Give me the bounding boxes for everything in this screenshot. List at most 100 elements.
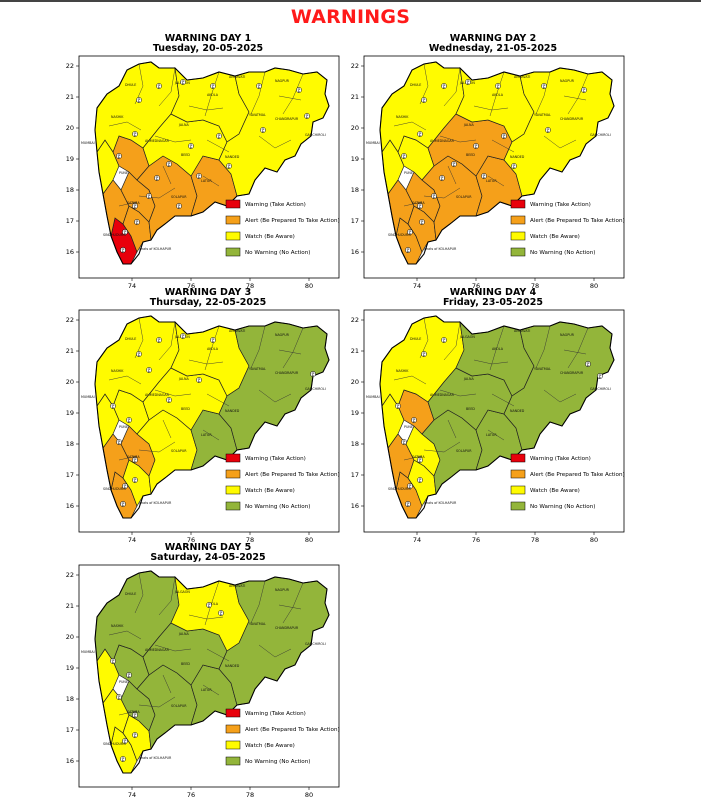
legend-label: No Warning (No Action) (245, 504, 310, 510)
y-tick-label: 18 (351, 186, 359, 194)
legend-label: No Warning (No Action) (245, 250, 310, 256)
district-label: MUMBAI (81, 650, 95, 654)
thunderstorm-icon (304, 113, 310, 119)
thunderstorm-icon (110, 403, 116, 409)
district-label: DHULE (125, 337, 136, 341)
district-label: AMRAVATI (514, 75, 530, 79)
thunderstorm-icon (541, 83, 547, 89)
district-boundary (258, 135, 292, 149)
legend-label: Alert (Be Prepared To Take Action) (245, 727, 340, 733)
y-tick-label: 22 (66, 571, 74, 579)
thunderstorm-icon (116, 694, 122, 700)
legend-swatch-none (225, 247, 241, 257)
thunderstorm-icon (260, 127, 266, 133)
thunderstorm-icon (405, 247, 411, 253)
thunderstorm-icon (439, 175, 445, 181)
district-boundary (134, 572, 144, 614)
thunderstorm-icon (196, 377, 202, 383)
thunderstorm-icon (132, 457, 138, 463)
district-label: AHMEDNAGAR (145, 393, 170, 397)
day-date: Thursday, 22-05-2025 (149, 297, 267, 308)
district-boundary (162, 165, 172, 185)
district-label: NANDED (510, 409, 525, 413)
district-boundary (535, 325, 551, 369)
thunderstorm-icon (196, 173, 202, 179)
y-tick-label: 20 (66, 378, 74, 386)
district-boundary (282, 327, 304, 369)
thunderstorm-icon (407, 229, 413, 235)
district-boundary (188, 614, 224, 620)
thunderstorm-icon (395, 403, 401, 409)
district-boundary (154, 644, 192, 652)
thunderstorm-icon (417, 477, 423, 483)
district-label: YAVATMAL (534, 113, 551, 117)
thunderstorm-icon (120, 756, 126, 762)
thunderstorm-icon (136, 351, 142, 357)
x-tick-label: 74 (128, 282, 136, 290)
y-tick-label: 21 (66, 93, 74, 101)
legend-label: Watch (Be Aware) (530, 488, 580, 494)
district-boundary (473, 359, 509, 365)
map-svg: MUMBAI JALGAON NAGPUR AMRAVATI CHANDRAPUR GAD… (351, 309, 625, 544)
x-tick-label: 80 (305, 536, 313, 544)
district-label: BEED (466, 153, 475, 157)
district-boundary (188, 105, 224, 111)
district-label: BEED (181, 153, 190, 157)
district-label: SINDHUDURG (103, 742, 126, 746)
legend: Warning (Take Action) Alert (Be Prepared … (225, 453, 340, 511)
thunderstorm-icon (465, 79, 471, 85)
district-boundary (108, 375, 142, 385)
thunderstorm-icon (417, 457, 423, 463)
x-tick-label: 76 (472, 536, 480, 544)
y-tick-label: 21 (351, 93, 359, 101)
district-label: BEED (181, 407, 190, 411)
district-label: NAGPUR (560, 79, 575, 83)
district-label: ghats of KOLHAPUR (139, 501, 172, 505)
thunderstorm-icon (585, 361, 591, 367)
legend-label: Warning (Take Action) (245, 456, 306, 462)
district-label: DHULE (125, 592, 136, 596)
thunderstorm-icon (511, 163, 517, 169)
district-boundary (393, 375, 427, 385)
district-label: GADCHIROLI (590, 133, 611, 137)
legend-label: Alert (Be Prepared To Take Action) (245, 218, 340, 224)
y-tick-label: 20 (351, 124, 359, 132)
district-boundary (188, 359, 224, 365)
district-label: ghats of KOLHAPUR (424, 247, 457, 251)
x-tick-label: 76 (187, 282, 195, 290)
y-tick-label: 19 (351, 155, 359, 163)
district-boundary (443, 67, 461, 107)
district-boundary (162, 419, 172, 439)
district-boundary (108, 121, 142, 131)
y-tick-label: 18 (351, 440, 359, 448)
legend: Warning (Take Action) Alert (Be Prepared … (225, 199, 340, 257)
district-boundary (250, 325, 266, 369)
district-boundary (204, 325, 220, 371)
district-boundary (278, 95, 302, 101)
district-boundary (487, 429, 505, 441)
district-label: CHANDRAPUR (275, 117, 299, 121)
legend-swatch-none (225, 501, 241, 511)
district-label: SINDHUDURG (388, 487, 411, 491)
warning-day-2-panel: WARNING DAY 2 Wednesday, 21-05-2025 MUMBA… (348, 34, 638, 292)
legend-swatch-warning (225, 453, 241, 463)
legend-swatch-alert (510, 215, 526, 225)
district-label: SATARA (412, 201, 425, 205)
legend-label: No Warning (No Action) (530, 250, 595, 256)
thunderstorm-icon (146, 193, 152, 199)
thunderstorm-icon (481, 173, 487, 179)
y-tick-label: 18 (66, 440, 74, 448)
legend-swatch-watch (225, 231, 241, 241)
thunderstorm-icon (216, 133, 222, 139)
x-tick-label: 80 (305, 791, 313, 799)
district-boundary (489, 71, 505, 117)
district-label: AMRAVATI (514, 329, 530, 333)
x-tick-label: 78 (246, 791, 254, 799)
district-boundary (202, 684, 220, 696)
district-boundary (487, 175, 505, 187)
district-boundary (250, 71, 266, 115)
thunderstorm-icon (407, 483, 413, 489)
district-boundary (393, 121, 427, 131)
district-label: AMRAVATI (229, 584, 245, 588)
